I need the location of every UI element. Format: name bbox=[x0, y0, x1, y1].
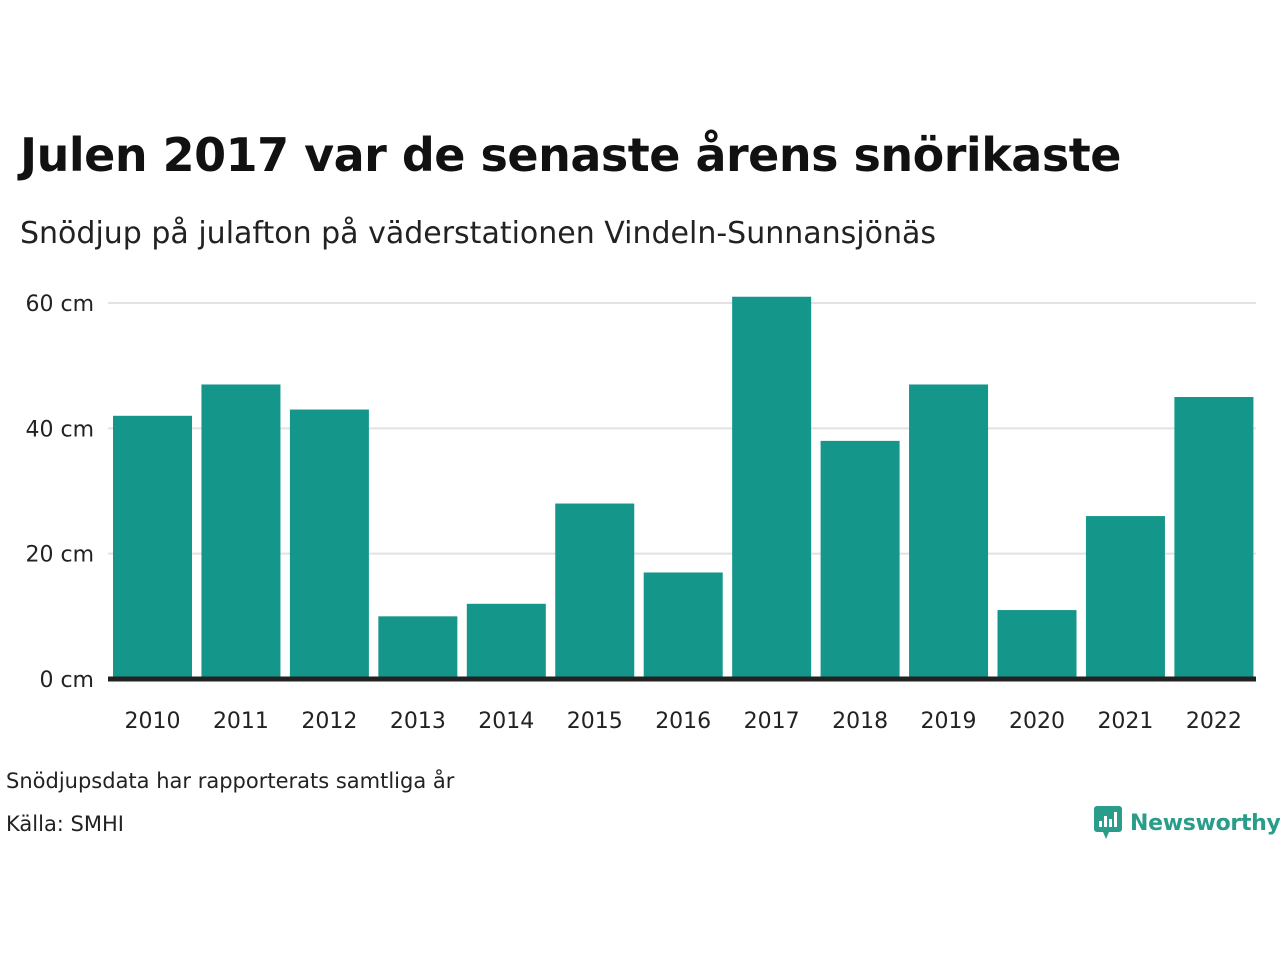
x-tick-label: 2014 bbox=[478, 709, 534, 734]
footnote: Snödjupsdata har rapporterats samtliga å… bbox=[6, 769, 455, 793]
bar-2018 bbox=[820, 440, 900, 679]
newsworthy-logo-icon bbox=[1094, 806, 1122, 839]
bar-2020 bbox=[997, 610, 1077, 679]
x-axis-ticks: 2010 2011 2012 2013 2014 2015 2016 2017 2018 2019… bbox=[125, 709, 1242, 734]
bar-2017 bbox=[732, 296, 812, 679]
y-tick-label: 0 cm bbox=[39, 668, 94, 693]
y-tick-label: 60 cm bbox=[25, 292, 94, 317]
brand-logo: Newsworthy bbox=[1094, 806, 1280, 840]
brand-name: Newsworthy bbox=[1130, 810, 1280, 836]
bar-2019 bbox=[909, 384, 989, 679]
x-tick-label: 2018 bbox=[832, 709, 888, 734]
chart-title: Julen 2017 var de senaste årens snörikas… bbox=[20, 128, 1121, 182]
x-tick-label: 2013 bbox=[390, 709, 446, 734]
source-note: Källa: SMHI bbox=[6, 812, 124, 836]
bars bbox=[113, 296, 1254, 679]
bar-2015 bbox=[555, 503, 635, 679]
bar-2012 bbox=[289, 409, 369, 679]
x-tick-label: 2017 bbox=[744, 709, 800, 734]
chart-subtitle: Snödjup på julafton på väderstationen Vi… bbox=[20, 216, 937, 251]
bar-chart: 0 cm 20 cm 40 cm 60 cm 2010 2011 2012 2013 2014… bbox=[25, 292, 1256, 734]
x-tick-label: 2021 bbox=[1097, 709, 1153, 734]
bar-2016 bbox=[643, 572, 723, 679]
x-tick-label: 2015 bbox=[567, 709, 623, 734]
y-tick-label: 40 cm bbox=[25, 417, 94, 442]
y-tick-label: 20 cm bbox=[25, 543, 94, 568]
x-tick-label: 2019 bbox=[921, 709, 977, 734]
bar-2021 bbox=[1085, 516, 1165, 679]
bar-2011 bbox=[201, 384, 281, 679]
bar-2022 bbox=[1174, 397, 1254, 679]
y-axis-ticks: 0 cm 20 cm 40 cm 60 cm bbox=[25, 292, 94, 693]
bar-2013 bbox=[378, 616, 458, 679]
x-tick-label: 2022 bbox=[1186, 709, 1242, 734]
x-tick-label: 2010 bbox=[125, 709, 181, 734]
x-tick-label: 2012 bbox=[301, 709, 357, 734]
x-tick-label: 2020 bbox=[1009, 709, 1065, 734]
bar-2014 bbox=[466, 603, 546, 679]
x-tick-label: 2011 bbox=[213, 709, 269, 734]
x-tick-label: 2016 bbox=[655, 709, 711, 734]
bar-2010 bbox=[113, 415, 192, 679]
